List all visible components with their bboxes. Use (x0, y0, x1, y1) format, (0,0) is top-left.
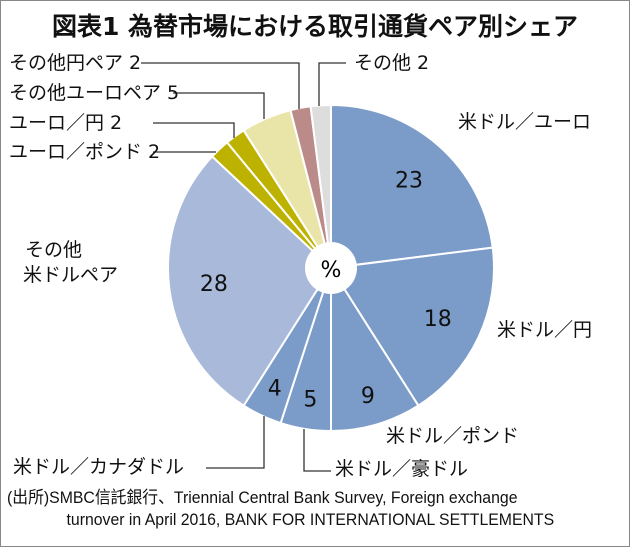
leader-other (318, 62, 346, 106)
label-usd-aud: 米ドル／豪ドル (335, 458, 469, 480)
leader-eur-jpy (153, 122, 235, 138)
pie-slice (167, 155, 333, 408)
label-other-eur: その他ユーロペア 5 (9, 82, 180, 104)
donut-hole (305, 242, 357, 294)
leader-usd-aud (303, 429, 331, 472)
label-usd-gbp: 米ドル／ポンド (386, 425, 520, 447)
leader-other-jpy (141, 62, 300, 109)
source-line-2: turnover in April 2016, BANK FOR INTERNA… (66, 510, 555, 529)
slice-value-label: 5 (303, 387, 317, 412)
label-other: その他 2 (354, 52, 430, 74)
slice-value-label: 28 (200, 272, 228, 297)
label-other-usd-1: その他 (25, 239, 83, 261)
leader-usd-cad (206, 416, 265, 469)
label-other-jpy: その他円ペア 2 (9, 52, 142, 74)
label-eur-jpy: ユーロ／円 2 (9, 112, 123, 134)
label-usd-jpy: 米ドル／円 (497, 319, 593, 341)
slice-value-label: 23 (395, 168, 423, 193)
label-eur-gbp: ユーロ／ポンド 2 (9, 141, 161, 163)
source-line-1: (出所)SMBC信託銀行、Triennial Central Bank Surv… (7, 488, 518, 507)
label-other-usd-2: 米ドルペア (23, 264, 119, 286)
label-usd-eur: 米ドル／ユーロ (458, 111, 592, 133)
slice-value-label: 9 (361, 384, 375, 409)
pie-slice (330, 264, 420, 433)
chart-title: 図表1 為替市場における取引通貨ペア別シェア (51, 12, 579, 41)
slice-value-label: 4 (268, 376, 282, 401)
slice-value-label: 18 (424, 307, 452, 332)
center-label: % (321, 258, 342, 283)
label-usd-cad: 米ドル／カナダドル (13, 456, 185, 478)
pie-slice (309, 103, 332, 269)
leader-other-eur (173, 92, 265, 119)
pie-slice (329, 246, 495, 408)
source-note: (出所)SMBC信託銀行、Triennial Central Bank Surv… (7, 487, 554, 531)
pie-slice (330, 103, 494, 270)
